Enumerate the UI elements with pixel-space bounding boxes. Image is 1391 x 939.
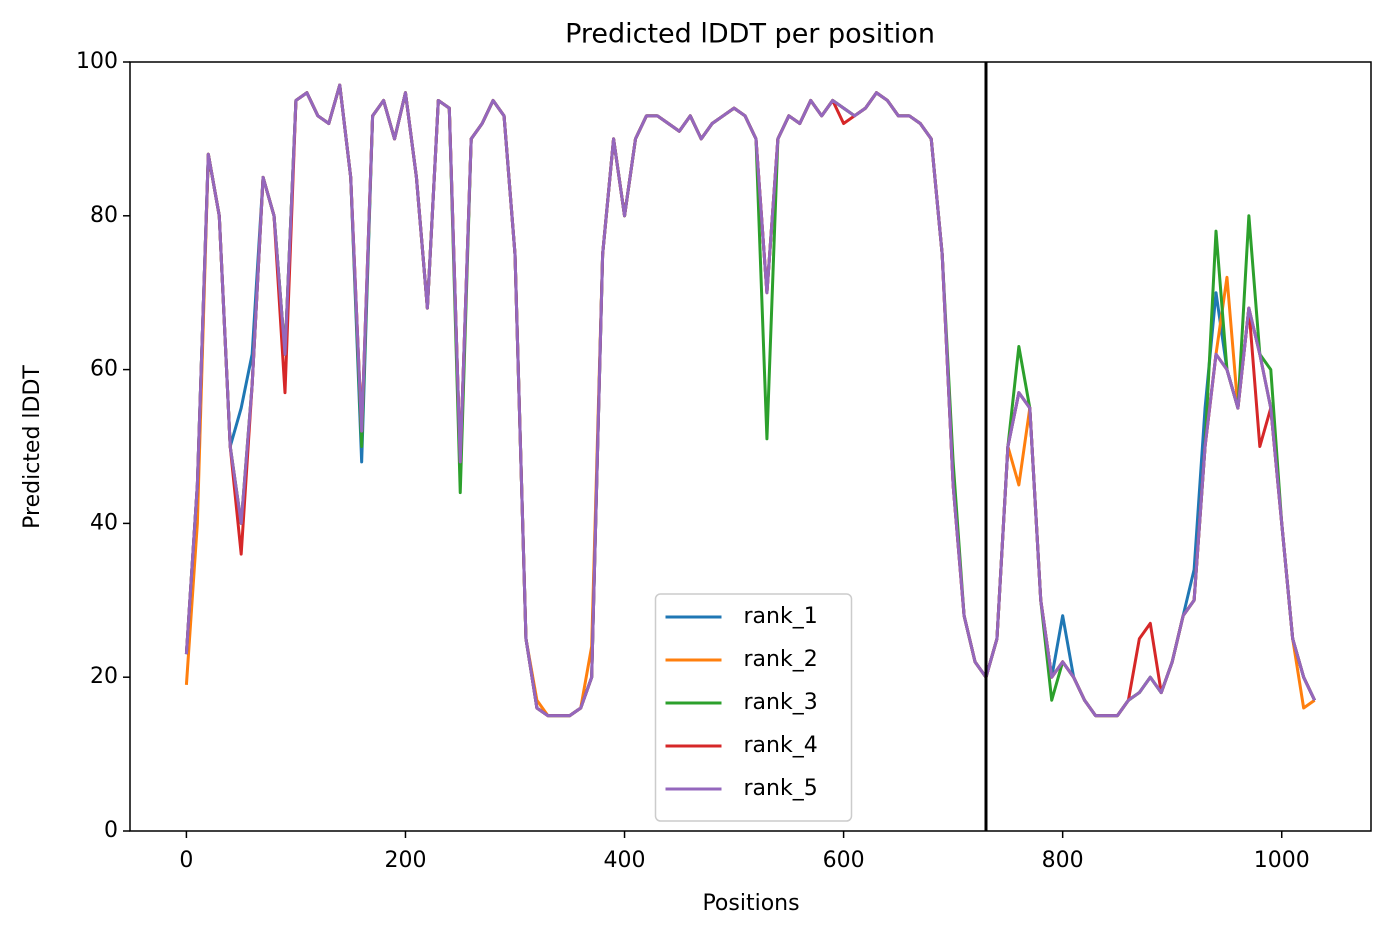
x-tick-label: 200: [384, 848, 426, 873]
legend-label: rank_2: [744, 647, 818, 672]
legend-box: [654, 593, 853, 822]
y-tick-label: 40: [90, 510, 118, 535]
x-tick-label: 400: [604, 848, 646, 873]
x-axis-label: Positions: [702, 891, 799, 916]
legend-label: rank_1: [744, 604, 818, 629]
y-tick-label: 60: [90, 357, 118, 382]
x-tick-label: 800: [1042, 848, 1084, 873]
chart-title: Predicted lDDT per position: [565, 19, 935, 50]
x-tick-label: 1000: [1254, 848, 1310, 873]
y-tick-label: 80: [90, 203, 118, 228]
y-tick-label: 20: [90, 664, 118, 689]
legend-label: rank_3: [744, 690, 818, 715]
legend-label: rank_4: [744, 733, 818, 758]
plot-frame: [129, 61, 1372, 832]
y-tick-label: 0: [104, 818, 118, 843]
series-line: [184, 83, 1316, 718]
x-tick-label: 600: [823, 848, 865, 873]
y-axis-label: Predicted lDDT: [20, 365, 45, 529]
legend-label: rank_5: [744, 776, 818, 801]
x-tick-label: 0: [179, 848, 193, 873]
y-tick-label: 100: [76, 49, 118, 74]
